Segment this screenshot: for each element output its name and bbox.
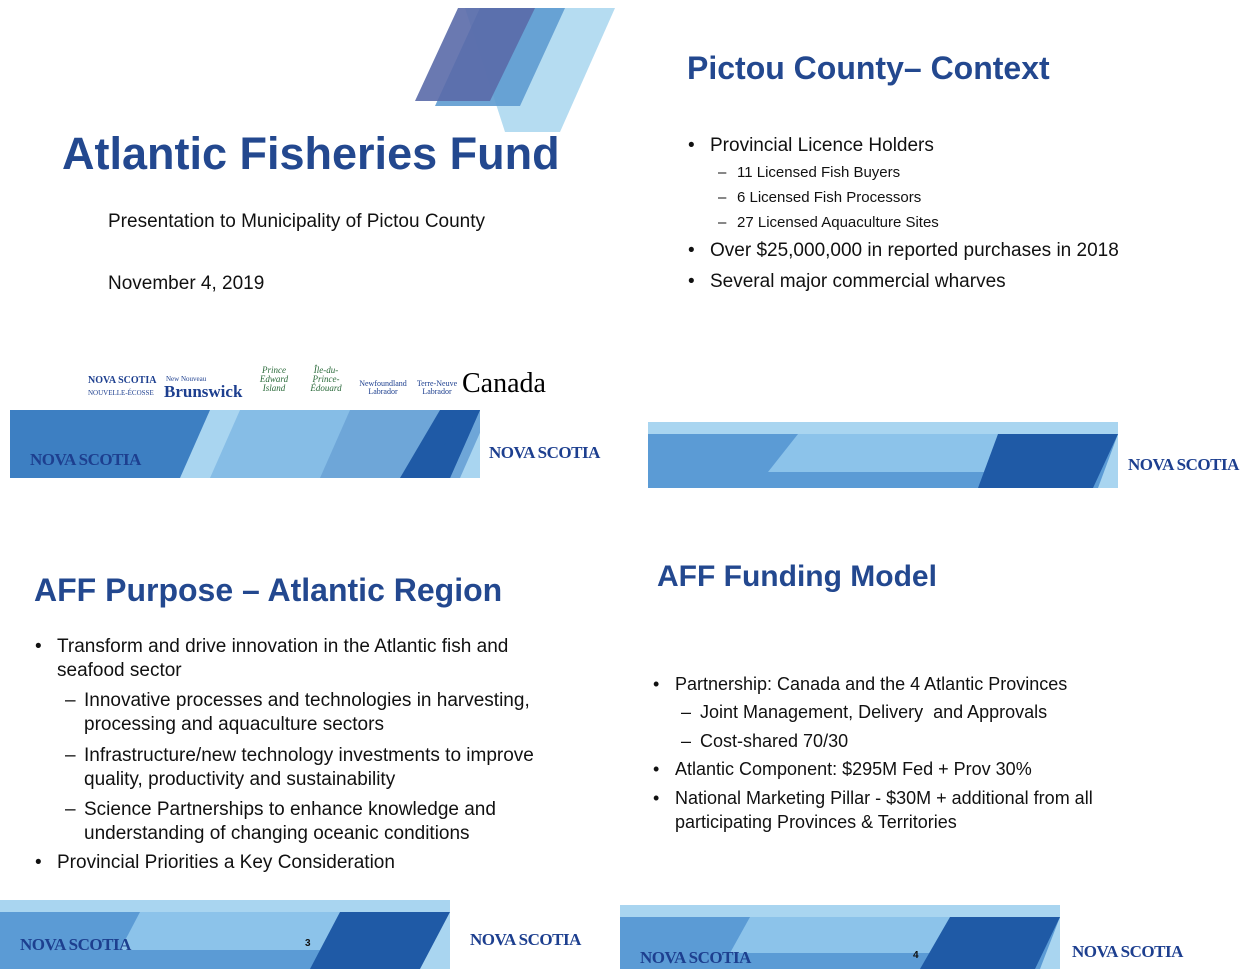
slide-title: Pictou County– Context — [687, 50, 1050, 87]
partner-logo: Canada — [462, 370, 546, 398]
sub-bullet: Cost-shared 70/30 — [700, 729, 848, 753]
partner-logo: Newfoundland Labrador — [354, 380, 412, 396]
page-number: 4 — [913, 950, 919, 961]
bullet: National Marketing Pillar - $30M + addit… — [675, 786, 1145, 834]
subtitle: Presentation to Municipality of Pictou C… — [108, 211, 485, 233]
bullet: Partnership: Canada and the 4 Atlantic P… — [675, 672, 1067, 696]
bullet: Atlantic Component: $295M Fed + Prov 30% — [675, 757, 1032, 781]
bullet: Provincial Priorities a Key Consideratio… — [57, 851, 395, 875]
decor-shapes — [410, 6, 620, 134]
sub-bullet: 6 Licensed Fish Processors — [737, 186, 921, 210]
slide-title: Atlantic Fisheries Fund — [62, 128, 560, 180]
partner-logo: NOUVELLE-ÉCOSSE — [88, 390, 154, 397]
footer-logo: NOVA SCOTIA — [489, 443, 600, 463]
footer-logo: NOVA SCOTIA — [1072, 942, 1183, 962]
footer-logo: NOVA SCOTIA — [470, 930, 581, 950]
sub-bullet: Infrastructure/new technology investment… — [84, 744, 574, 792]
footer-logo: NOVA SCOTIA — [30, 450, 141, 470]
date: November 4, 2019 — [108, 273, 264, 295]
partner-logo: Terre-Neuve Labrador — [414, 380, 460, 396]
bullet: Over $25,000,000 in reported purchases i… — [710, 239, 1119, 263]
bullet: Provincial Licence Holders — [710, 134, 934, 158]
sub-bullet: Science Partnerships to enhance knowledg… — [84, 798, 534, 846]
slide-title: AFF Purpose – Atlantic Region — [34, 572, 502, 609]
sub-bullet: 11 Licensed Fish Buyers — [737, 161, 900, 185]
slide-title: AFF Funding Model — [657, 560, 937, 594]
footer-logo: NOVA SCOTIA — [20, 935, 131, 955]
footer-logo: NOVA SCOTIA — [1128, 455, 1239, 475]
page-number: 3 — [305, 938, 311, 949]
sub-bullet: Innovative processes and technologies in… — [84, 689, 574, 737]
sub-bullet: Joint Management, Delivery and Approvals — [700, 700, 1047, 724]
bullet: Transform and drive innovation in the At… — [57, 635, 557, 683]
footer-logo: NOVA SCOTIA — [640, 948, 751, 968]
bullet: Several major commercial wharves — [710, 270, 1006, 294]
partner-logo: Prince Edward Island — [252, 366, 296, 393]
page: Atlantic Fisheries Fund Presentation to … — [0, 0, 1256, 969]
partner-logo: NOVA SCOTIA — [88, 376, 156, 386]
partner-logos: NOVA SCOTIA NOUVELLE-ÉCOSSE New Nouveau … — [88, 364, 558, 404]
sub-bullet: 27 Licensed Aquaculture Sites — [737, 211, 939, 235]
partner-logo: Brunswick — [164, 383, 242, 400]
partner-logo: Île-du-Prince-Édouard — [302, 366, 350, 393]
